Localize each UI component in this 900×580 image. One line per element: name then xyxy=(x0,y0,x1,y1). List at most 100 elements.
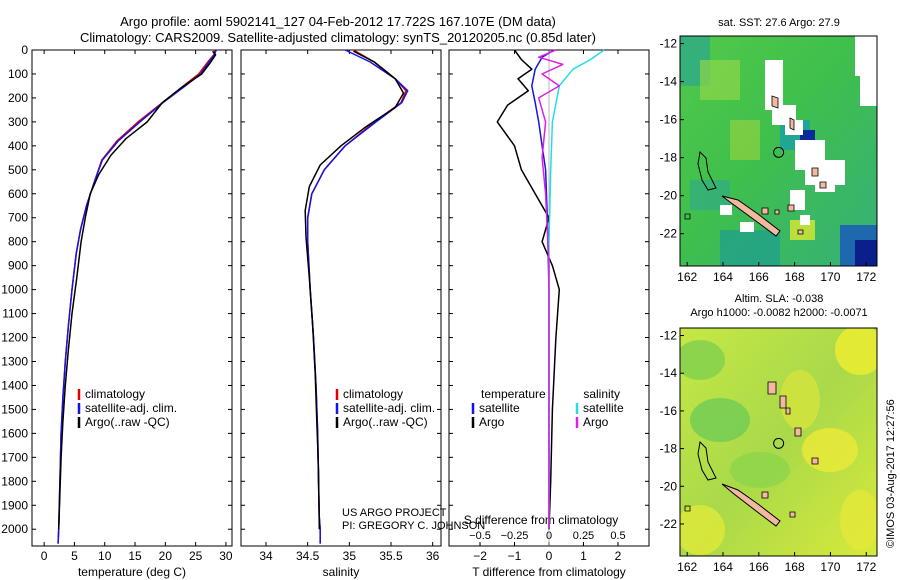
salinity-legend-label: climatology xyxy=(343,387,403,401)
temperature-ytick-label: 1500 xyxy=(1,402,28,416)
sst_map-ytick-label: -16 xyxy=(660,113,678,127)
temperature-xtick-label: 20 xyxy=(159,549,173,563)
differences-series-sal_argo xyxy=(537,49,564,530)
temperature-ytick-label: 100 xyxy=(8,67,28,81)
difference-panel: −2 −1 0 1 2 T difference from climatology −0.5… xyxy=(448,49,650,579)
temperature-xtick-label: 30 xyxy=(219,549,233,563)
sst_map-ytick-label: -12 xyxy=(660,37,678,51)
temperature-xtick-label: 0 xyxy=(41,549,48,563)
sla_map-xtick-label: 168 xyxy=(785,560,805,574)
sst-map: sat. SST: 27.6 Argo: 27.9 xyxy=(660,17,878,284)
diff-legend-s-label: satellite xyxy=(583,401,624,415)
salinity-xtick-label: 36 xyxy=(426,549,440,563)
sst_map-xtick-label: 170 xyxy=(820,270,840,284)
temperature-ytick-label: 1200 xyxy=(1,331,28,345)
sla-map-title2: Argo h1000: -0.0082 h2000: -0.0071 xyxy=(690,307,867,319)
salinity-panel: 34 34.5 35 35.5 36 salinity climatologysatelli… xyxy=(240,49,442,579)
temperature-ytick-label: 1900 xyxy=(1,498,28,512)
temperature-ytick-label: 1400 xyxy=(1,378,28,392)
sst_map-ytick-label: -20 xyxy=(660,189,678,203)
salinity-xtick-label: 34 xyxy=(259,549,273,563)
sla-map-field xyxy=(680,328,877,556)
salinity-series-argo xyxy=(304,50,405,530)
header-line1: Argo profile: aoml 5902141_127 04-Feb-20… xyxy=(120,14,556,29)
differences-xtick-label: 2 xyxy=(615,549,622,563)
salinity-series-climatology xyxy=(306,49,407,544)
temperature-ytick-label: 2000 xyxy=(1,522,28,536)
diff-legend-t-label: Argo xyxy=(479,415,505,429)
temperature-series-satellite xyxy=(57,49,217,544)
sla_map-xtick-label: 164 xyxy=(713,560,733,574)
temperature-legend-label: satellite-adj. clim. xyxy=(85,401,177,415)
sst-map-frame xyxy=(679,35,878,267)
differences-stick-label: −0.25 xyxy=(501,530,529,542)
differences-xlabel-top: S difference from climatology xyxy=(464,513,619,527)
sst_map-xtick-label: 172 xyxy=(856,270,876,284)
salinity-xtick-label: 35 xyxy=(343,549,357,563)
temperature-xtick-label: 15 xyxy=(128,549,142,563)
diff-legend-t-title: temperature xyxy=(481,387,546,401)
temperature-ytick-label: 300 xyxy=(8,115,28,129)
sla_map-xtick-label: 172 xyxy=(856,560,876,574)
differences-xlabel: T difference from climatology xyxy=(472,565,626,579)
salinity-frame xyxy=(240,49,442,547)
sst_map-xtick-label: 168 xyxy=(785,270,805,284)
salinity-legend-label: satellite-adj. clim. xyxy=(343,401,435,415)
differences-stick-label: 0.5 xyxy=(610,530,625,542)
temperature-ytick-label: 400 xyxy=(8,139,28,153)
temperature-ytick-label: 500 xyxy=(8,163,28,177)
temperature-ytick-label: 700 xyxy=(8,211,28,225)
temperature-xtick-label: 25 xyxy=(189,549,203,563)
sla_map-xtick-label: 170 xyxy=(820,560,840,574)
salinity-xtick-label: 34.5 xyxy=(296,549,320,563)
diff-legend-s-title: salinity xyxy=(583,387,620,401)
differences-stick-label: 0.25 xyxy=(573,530,594,542)
temperature-ytick-label: 1600 xyxy=(1,426,28,440)
temperature-ytick-label: 1100 xyxy=(2,307,28,321)
temperature-series-argo xyxy=(57,50,217,530)
temperature-ytick-label: 0 xyxy=(21,43,28,57)
temperature-ytick-label: 900 xyxy=(8,259,28,273)
sla_map-ytick-label: -20 xyxy=(660,479,678,493)
salinity-series-satellite xyxy=(306,49,409,544)
imos-credit: ©IMOS 03-Aug-2017 12:27:56 xyxy=(885,399,897,548)
sst-map-axes: 162 164 166 168 170 172 -12 -14 -16 -18 -20 -22 xyxy=(660,37,877,284)
sla_map-xtick-label: 166 xyxy=(749,560,769,574)
temperature-frame xyxy=(31,49,233,547)
sla-map: Altim. SLA: -0.038 Argo h1000: -0.0082 h… xyxy=(660,293,878,574)
sla_map-argo-marker xyxy=(773,437,785,449)
sla-map-title1: Altim. SLA: -0.038 xyxy=(735,293,824,305)
temperature-legend-label: Argo(..raw -QC) xyxy=(85,415,170,429)
sst_map-ytick-label: -22 xyxy=(660,227,678,241)
sst_map-xtick-label: 162 xyxy=(677,270,697,284)
credit-project: US ARGO PROJECT xyxy=(342,507,447,519)
temperature-legend-label: climatology xyxy=(85,387,145,401)
temperature-ytick-label: 1700 xyxy=(1,450,28,464)
diff-legend-s-label: Argo xyxy=(583,415,609,429)
sla-map-axes: 162 164 166 168 170 172 -12 -14 -16 -18 -20 -22 xyxy=(660,329,877,574)
differences-xtick-label: −1 xyxy=(508,549,522,563)
sst_map-ytick-label: -14 xyxy=(660,75,678,89)
temperature-ytick-label: 1300 xyxy=(1,354,28,368)
temperature-panel: 0100200300400500600700800900100011001200… xyxy=(1,43,233,579)
salinity-xlabel: salinity xyxy=(323,565,360,579)
sst_map-ytick-label: -18 xyxy=(660,151,678,165)
sst_map-xtick-label: 166 xyxy=(749,270,769,284)
salinity-legend-label: Argo(..raw -QC) xyxy=(343,415,428,429)
diff-legend-t-label: satellite xyxy=(479,401,520,415)
temperature-ytick-label: 1000 xyxy=(1,283,28,297)
temperature-ytick-label: 800 xyxy=(8,235,28,249)
header-line2: Climatology: CARS2009. Satellite-adjuste… xyxy=(80,30,596,45)
salinity-xtick-label: 35.5 xyxy=(379,549,403,563)
differences-series-sal_satellite xyxy=(548,49,605,530)
sla_map-ytick-label: -18 xyxy=(660,442,678,456)
temperature-xlabel: temperature (deg C) xyxy=(78,565,186,579)
sla_map-xtick-label: 162 xyxy=(677,560,697,574)
temperature-xtick-label: 5 xyxy=(71,549,78,563)
temperature-ytick-label: 600 xyxy=(8,187,28,201)
sla_map-ytick-label: -16 xyxy=(660,404,678,418)
sst_map-xtick-label: 164 xyxy=(713,270,733,284)
differences-xtick-label: 0 xyxy=(546,549,553,563)
sla_map-ytick-label: -14 xyxy=(660,366,678,380)
